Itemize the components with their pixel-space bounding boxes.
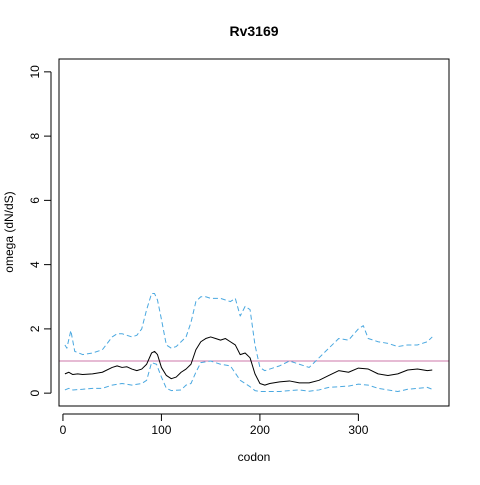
series-line-estimate xyxy=(64,336,433,386)
axis-layer: 0 100 200 300 0 2 4 6 8 10 xyxy=(28,65,369,437)
y-tick-label: 2 xyxy=(28,325,42,332)
y-tick-label: 0 xyxy=(28,389,42,396)
y-axis-label: omega (dN/dS) xyxy=(2,191,16,272)
y-tick-label: 4 xyxy=(28,261,42,268)
x-tick-label: 100 xyxy=(151,423,171,437)
y-tick-label: 10 xyxy=(28,65,42,79)
chart-title: Rv3169 xyxy=(229,23,278,39)
y-tick-label: 8 xyxy=(28,132,42,139)
y-tick-label: 6 xyxy=(28,197,42,204)
series-layer xyxy=(64,293,433,393)
plot-frame xyxy=(58,58,450,407)
x-tick-label: 200 xyxy=(250,423,270,437)
x-tick-label: 0 xyxy=(60,423,67,437)
series-line-lower-bound xyxy=(64,360,433,393)
series-line-upper-bound xyxy=(64,293,433,372)
x-tick-label: 300 xyxy=(348,423,368,437)
x-axis-label: codon xyxy=(238,450,271,464)
